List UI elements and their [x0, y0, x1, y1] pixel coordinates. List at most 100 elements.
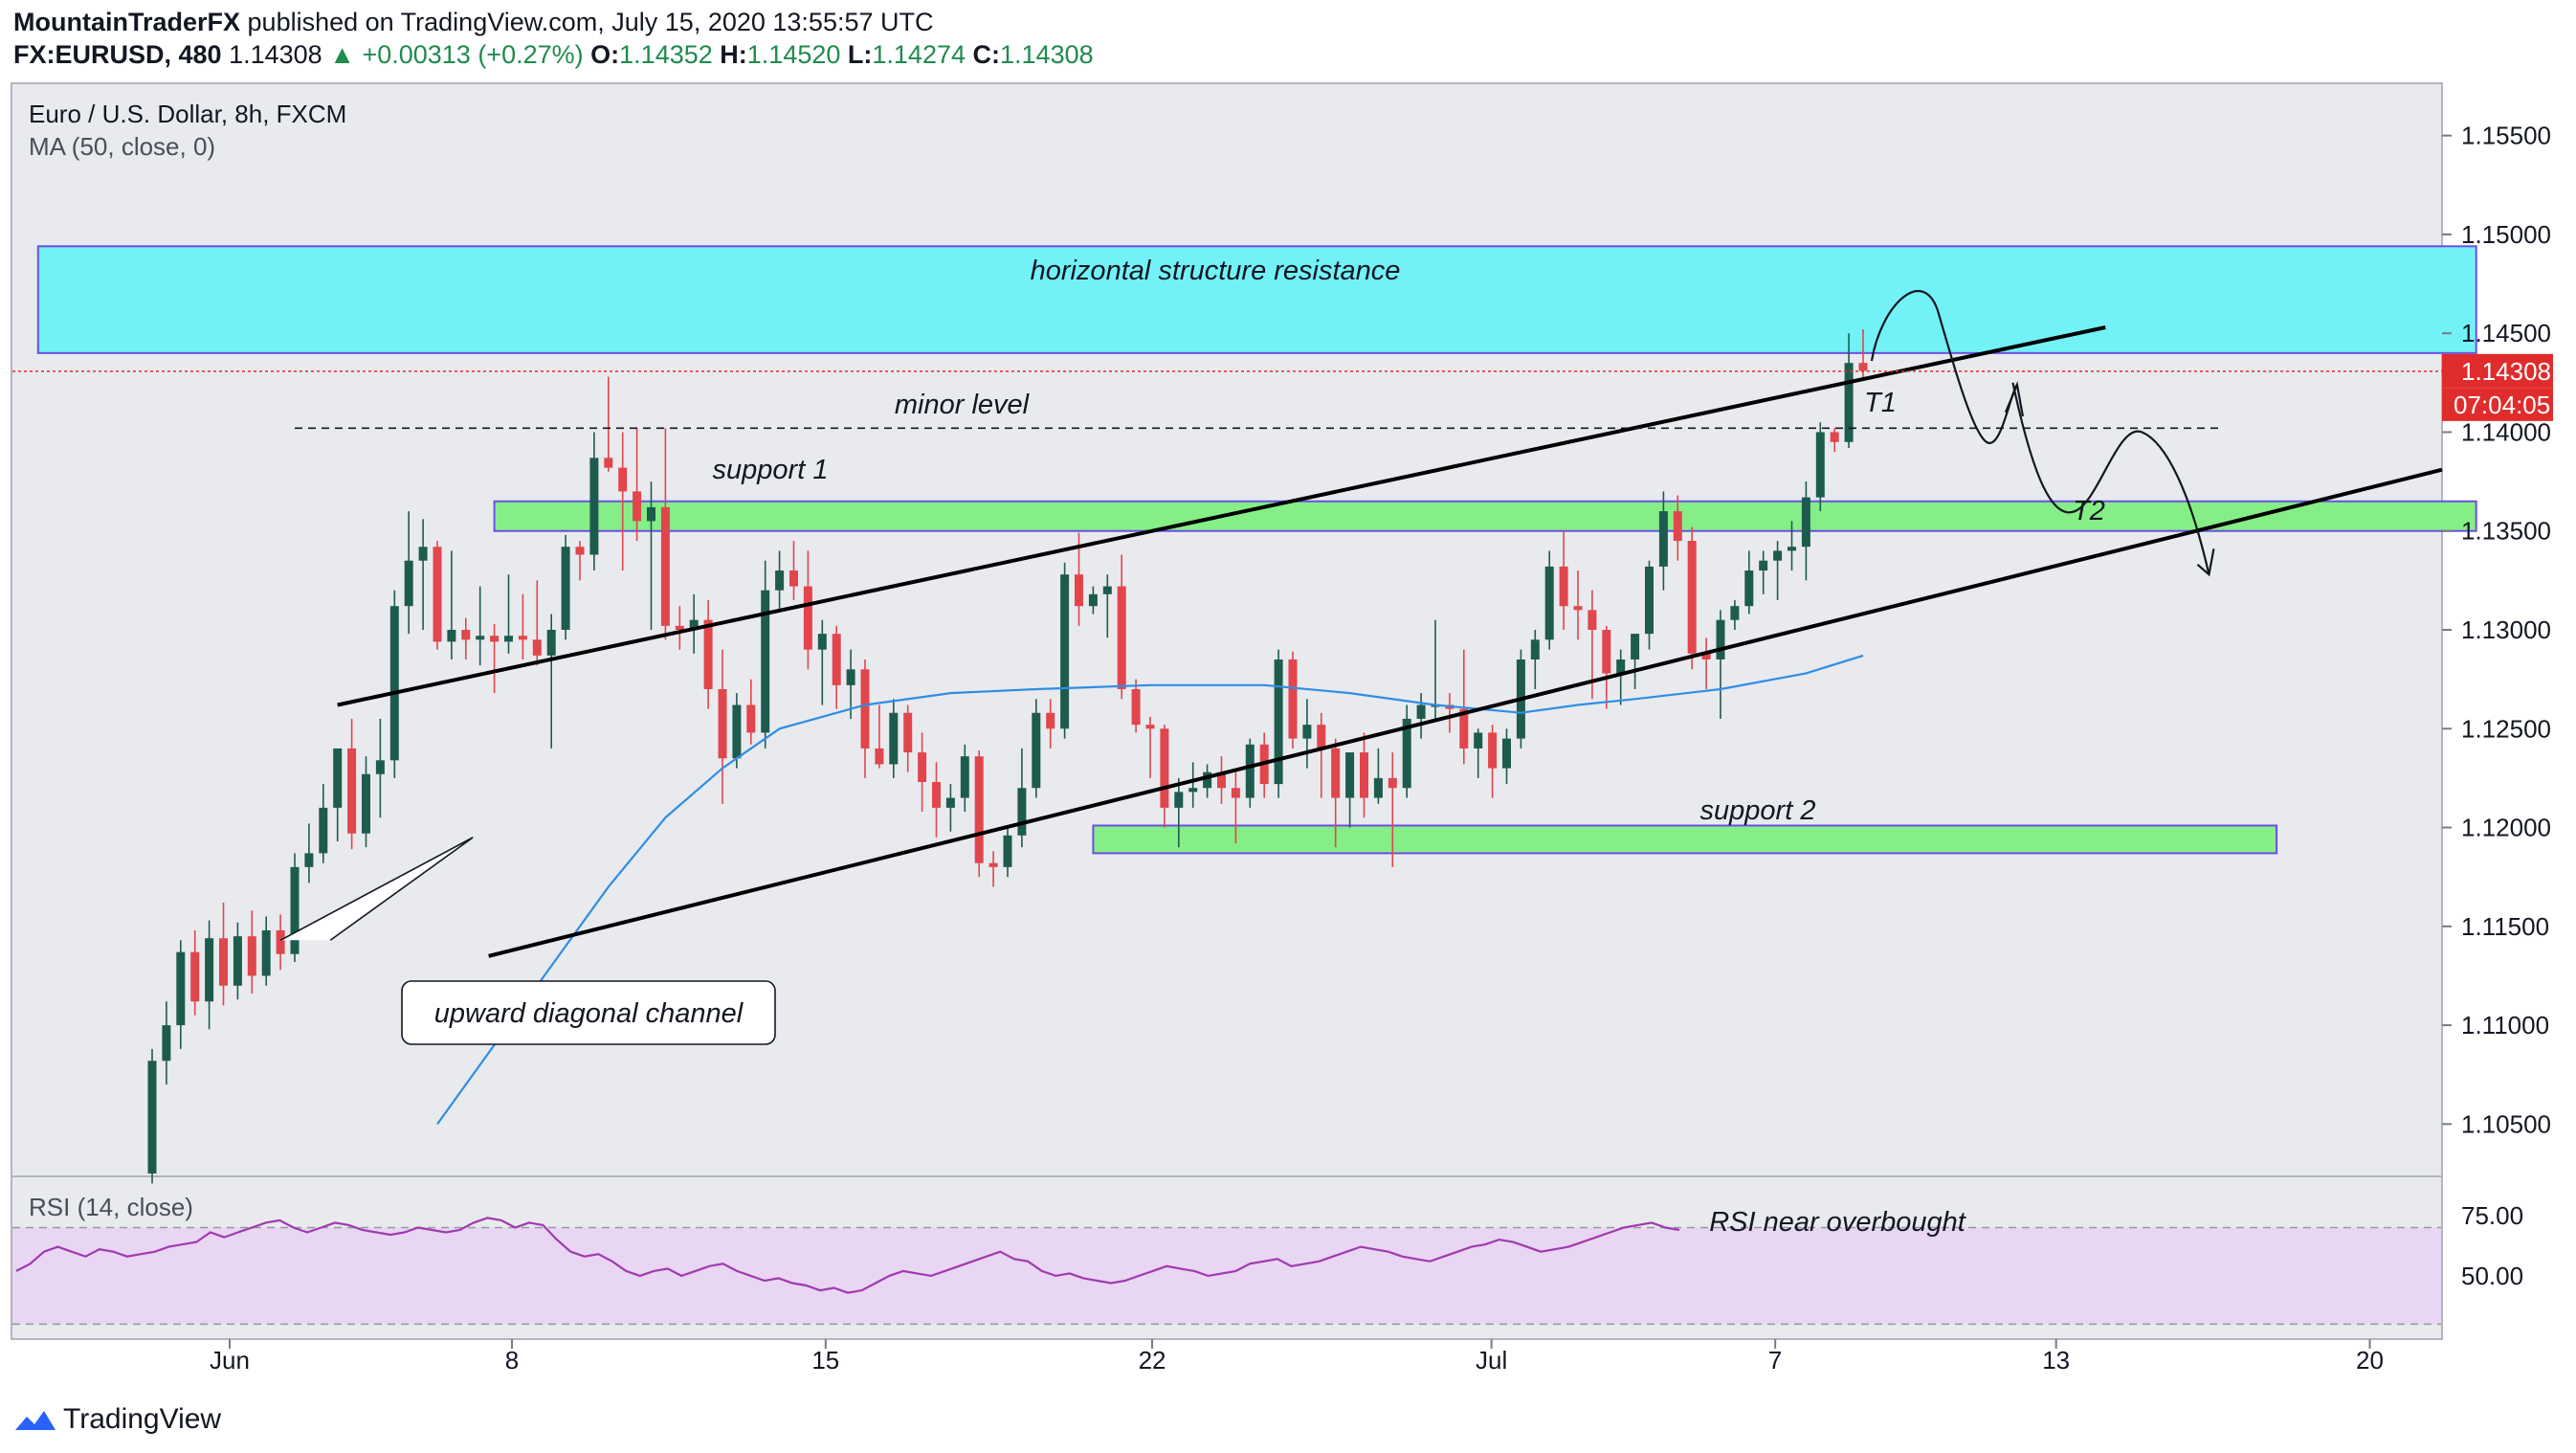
candle[interactable]: [1502, 728, 1511, 785]
candle[interactable]: [504, 574, 513, 654]
candle[interactable]: [1217, 756, 1226, 804]
candle[interactable]: [247, 910, 256, 995]
candle[interactable]: [1188, 762, 1198, 808]
candle[interactable]: [732, 693, 742, 769]
candle[interactable]: [1858, 329, 1868, 379]
candle[interactable]: [162, 1001, 171, 1085]
candle[interactable]: [276, 914, 285, 971]
tradingview-logo[interactable]: TradingView: [13, 1403, 221, 1436]
candle[interactable]: [447, 550, 456, 659]
candle[interactable]: [1145, 716, 1155, 778]
candle[interactable]: [633, 428, 642, 542]
candle[interactable]: [618, 432, 628, 571]
candle[interactable]: [789, 541, 798, 601]
candle[interactable]: [918, 732, 927, 813]
candle[interactable]: [932, 762, 941, 838]
candle[interactable]: [817, 619, 827, 705]
candle[interactable]: [1673, 495, 1682, 561]
candle[interactable]: [1317, 712, 1326, 798]
candle[interactable]: [1830, 428, 1839, 453]
candle[interactable]: [461, 617, 471, 659]
candle[interactable]: [404, 511, 413, 635]
candle[interactable]: [319, 784, 328, 863]
candle[interactable]: [418, 519, 428, 630]
candle[interactable]: [1631, 634, 1640, 689]
candle[interactable]: [575, 541, 585, 581]
candle[interactable]: [347, 718, 357, 850]
candle[interactable]: [604, 376, 613, 472]
candle[interactable]: [689, 593, 699, 654]
candle[interactable]: [647, 481, 655, 630]
candle[interactable]: [1701, 637, 1711, 689]
candle[interactable]: [1060, 562, 1070, 739]
candle[interactable]: [803, 550, 812, 670]
candle[interactable]: [375, 718, 385, 818]
candle[interactable]: [1160, 725, 1169, 828]
candle[interactable]: [561, 534, 570, 640]
candle[interactable]: [1231, 771, 1240, 844]
candle[interactable]: [1131, 679, 1141, 733]
candle[interactable]: [1559, 530, 1568, 630]
candle[interactable]: [1658, 491, 1668, 591]
candle[interactable]: [960, 744, 969, 813]
candle[interactable]: [675, 606, 684, 650]
candle[interactable]: [761, 560, 770, 749]
candle[interactable]: [490, 623, 500, 694]
candle[interactable]: [1616, 649, 1626, 705]
candle[interactable]: [205, 920, 214, 1030]
candle[interactable]: [1801, 481, 1810, 581]
candle[interactable]: [261, 916, 271, 986]
candle[interactable]: [1117, 554, 1126, 700]
candle[interactable]: [518, 593, 527, 659]
symbol-name[interactable]: FX:EURUSD, 480: [13, 40, 222, 69]
candle[interactable]: [1174, 777, 1184, 848]
candle[interactable]: [1088, 586, 1098, 615]
candle[interactable]: [660, 428, 670, 640]
candle[interactable]: [988, 851, 998, 887]
candle[interactable]: [532, 580, 542, 666]
channel-upper-line[interactable]: [337, 325, 2106, 707]
candle[interactable]: [190, 929, 200, 1016]
candle[interactable]: [1302, 699, 1312, 769]
candle[interactable]: [1744, 550, 1754, 615]
author-name[interactable]: MountainTraderFX: [13, 8, 241, 36]
candle[interactable]: [476, 586, 485, 666]
candle[interactable]: [703, 600, 713, 709]
candle[interactable]: [1530, 630, 1540, 689]
candle[interactable]: [1402, 704, 1411, 798]
candle[interactable]: [362, 756, 370, 848]
candle[interactable]: [1003, 827, 1012, 878]
candle[interactable]: [846, 649, 855, 719]
candle[interactable]: [718, 649, 727, 804]
candle[interactable]: [1388, 752, 1397, 867]
candle[interactable]: [1373, 748, 1383, 804]
candle[interactable]: [889, 699, 899, 778]
candle[interactable]: [389, 590, 399, 778]
candle[interactable]: [875, 704, 884, 769]
candle[interactable]: [1046, 699, 1055, 749]
candle[interactable]: [546, 614, 556, 749]
candle[interactable]: [333, 748, 343, 842]
candle[interactable]: [1345, 752, 1355, 828]
candle[interactable]: [746, 679, 756, 745]
candle[interactable]: [433, 541, 442, 650]
candle[interactable]: [147, 1048, 157, 1184]
candle[interactable]: [1474, 728, 1483, 778]
candle[interactable]: [1645, 560, 1654, 650]
candle[interactable]: [1544, 550, 1554, 650]
candle[interactable]: [1573, 570, 1583, 640]
candle[interactable]: [1102, 574, 1112, 638]
candle[interactable]: [1274, 649, 1283, 798]
candle[interactable]: [1245, 738, 1255, 808]
candle[interactable]: [1288, 651, 1298, 749]
candle[interactable]: [1773, 541, 1783, 601]
candle[interactable]: [1759, 550, 1768, 594]
candle[interactable]: [832, 625, 841, 709]
candle[interactable]: [1017, 748, 1027, 848]
candle[interactable]: [1032, 699, 1041, 798]
candle[interactable]: [860, 659, 870, 778]
candle[interactable]: [176, 940, 186, 1049]
candle[interactable]: [1730, 600, 1740, 630]
candle[interactable]: [1416, 693, 1426, 739]
